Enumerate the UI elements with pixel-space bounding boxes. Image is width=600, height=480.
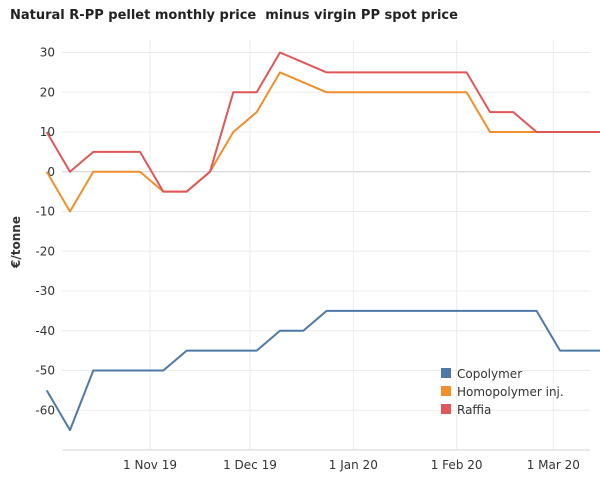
- x-tick-label: 1 Dec 19: [223, 458, 277, 472]
- legend-label-homopolymer-inj: Homopolymer inj.: [457, 385, 564, 399]
- x-tick-label: 1 Mar 20: [527, 458, 580, 472]
- legend-swatch-homopolymer-inj: [441, 386, 451, 396]
- x-tick-label: 1 Nov 19: [123, 458, 177, 472]
- legend-swatch-raffia: [441, 404, 451, 414]
- series-lines: [45, 51, 600, 432]
- legend-swatch-copolymer: [441, 368, 451, 378]
- y-tick-label: -20: [35, 244, 55, 258]
- series-line-raffia: [45, 51, 600, 193]
- y-axis-label: €/tonne: [9, 216, 23, 269]
- y-tick-label: -30: [35, 284, 55, 298]
- legend: Copolymer Homopolymer inj. Raffia: [441, 367, 564, 417]
- y-tick-label: 20: [40, 85, 55, 99]
- legend-label-copolymer: Copolymer: [457, 367, 522, 381]
- y-tick-label: 30: [40, 46, 55, 60]
- y-tick-label: 0: [47, 165, 55, 179]
- series-line-copolymer: [45, 309, 600, 432]
- y-tick-label: -60: [35, 403, 55, 417]
- chart-title: Natural R-PP pellet monthly price minus …: [10, 8, 458, 23]
- x-tick-label: 1 Feb 20: [431, 458, 483, 472]
- y-tick-label: -40: [35, 324, 55, 338]
- series-line-homopolymer-inj: [45, 71, 600, 213]
- legend-label-raffia: Raffia: [457, 403, 491, 417]
- y-tick-label: -10: [35, 205, 55, 219]
- x-tick-label: 1 Jan 20: [329, 458, 378, 472]
- y-tick-label: -50: [35, 364, 55, 378]
